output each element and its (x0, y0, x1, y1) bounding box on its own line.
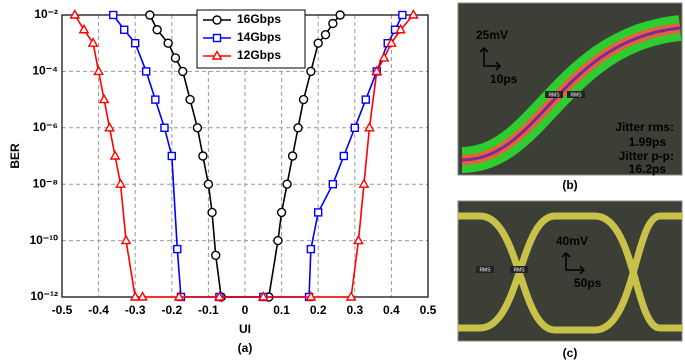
marker (186, 96, 194, 104)
x-tick-label: 0.3 (346, 303, 363, 317)
figure: UI BER (a) RMS RMS 25mV 10ps Jitter rms:… (0, 0, 685, 362)
jitter-text: 16.2ps (629, 162, 667, 176)
y-tick-label: 10⁻¹² (30, 289, 58, 303)
marker (336, 11, 344, 19)
marker (143, 68, 150, 75)
y-tick-label: 10⁻⁸ (33, 176, 58, 190)
x-tick-label: 0.4 (383, 303, 400, 317)
panel-label: (b) (562, 178, 577, 192)
marker (171, 54, 179, 62)
v-scale: 40mV (556, 234, 588, 248)
x-tick-label: -0.2 (161, 303, 182, 317)
marker (399, 12, 406, 19)
h-scale: 10ps (490, 72, 518, 86)
marker (204, 180, 212, 188)
marker (110, 12, 117, 19)
tag: RMS (548, 92, 560, 98)
marker (289, 152, 297, 160)
legend-label: 12Gbps (237, 48, 281, 62)
marker (409, 11, 417, 19)
panel-b: RMS RMS 25mV 10ps Jitter rms: 1.99ps Jit… (458, 3, 682, 192)
marker (322, 31, 330, 39)
x-tick-label: -0.1 (198, 303, 219, 317)
marker (307, 246, 314, 253)
marker (193, 124, 201, 132)
panel-label: (c) (563, 346, 578, 360)
x-axis-label: UI (239, 322, 251, 336)
marker (362, 96, 369, 103)
marker (213, 16, 221, 24)
marker (152, 96, 159, 103)
jitter-text: Jitter p-p: (619, 149, 674, 163)
x-tick-label: 0.2 (310, 303, 327, 317)
marker (329, 19, 337, 27)
y-tick-label: 10⁻¹⁰ (30, 233, 59, 247)
x-tick-label: -0.4 (88, 303, 109, 317)
marker (283, 180, 291, 188)
x-tick-label: 0 (242, 303, 249, 317)
marker (314, 39, 322, 47)
x-tick-label: 0.5 (420, 303, 437, 317)
x-tick-label: -0.5 (52, 303, 73, 317)
marker (71, 11, 79, 19)
marker (212, 251, 220, 259)
marker (294, 124, 302, 132)
h-scale: 50ps (574, 276, 602, 290)
marker (132, 40, 139, 47)
marker (179, 67, 187, 75)
marker (208, 208, 216, 216)
jitter-text: Jitter rms: (615, 120, 674, 134)
marker (329, 181, 336, 188)
marker (168, 153, 175, 160)
marker (351, 124, 358, 131)
marker (315, 209, 322, 216)
tag: RMS (570, 92, 582, 98)
marker (199, 152, 207, 160)
marker (121, 26, 128, 33)
panel-label: (a) (238, 341, 253, 355)
x-tick-label: 0.1 (273, 303, 290, 317)
y-tick-label: 10⁻² (34, 7, 58, 21)
v-scale: 25mV (476, 28, 508, 42)
marker (340, 153, 347, 160)
legend-label: 16Gbps (237, 12, 281, 26)
marker (274, 237, 282, 245)
marker (300, 96, 308, 104)
marker (307, 67, 315, 75)
y-axis-label: BER (8, 143, 22, 169)
jitter-text: 1.99ps (629, 135, 667, 149)
panel-c: RMS RMS 40mV 50ps (c) (458, 201, 682, 360)
marker (146, 11, 154, 19)
marker (161, 124, 168, 131)
tag: RMS (513, 267, 525, 273)
x-tick-label: -0.3 (125, 303, 146, 317)
marker (164, 39, 172, 47)
legend-label: 14Gbps (237, 30, 281, 44)
tag: RMS (479, 267, 491, 273)
y-tick-label: 10⁻⁴ (32, 64, 58, 78)
marker (153, 26, 161, 34)
y-tick-label: 10⁻⁶ (33, 120, 58, 134)
marker (278, 208, 286, 216)
marker (174, 246, 181, 253)
marker (214, 35, 221, 42)
